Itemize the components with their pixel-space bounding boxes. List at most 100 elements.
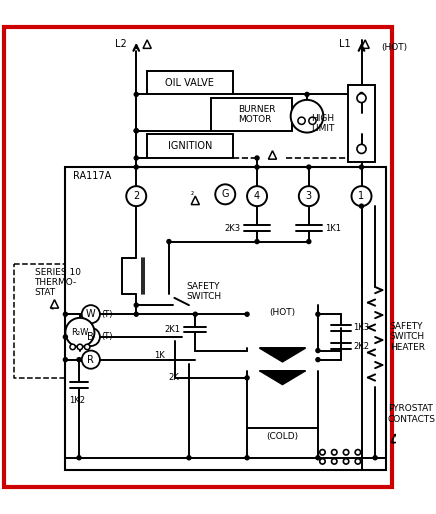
Text: 2K2: 2K2 xyxy=(353,341,369,351)
Text: PYROSTAT
CONTACTS: PYROSTAT CONTACTS xyxy=(388,405,436,424)
Circle shape xyxy=(63,311,68,317)
Text: 1K1: 1K1 xyxy=(325,224,341,233)
Circle shape xyxy=(244,311,250,317)
Polygon shape xyxy=(260,348,305,362)
Circle shape xyxy=(299,186,319,206)
Circle shape xyxy=(320,450,325,455)
Text: G: G xyxy=(221,189,229,199)
Circle shape xyxy=(244,455,250,461)
Text: OIL VALVE: OIL VALVE xyxy=(165,78,214,87)
Circle shape xyxy=(306,164,312,170)
Text: RA117A: RA117A xyxy=(73,171,111,181)
Circle shape xyxy=(254,164,260,170)
Circle shape xyxy=(63,334,68,340)
Text: ₂: ₂ xyxy=(191,188,194,197)
Circle shape xyxy=(254,155,260,161)
Text: BURNER
MOTOR: BURNER MOTOR xyxy=(238,105,276,124)
Circle shape xyxy=(298,117,305,124)
Text: HIGH
LIMIT: HIGH LIMIT xyxy=(311,114,334,133)
Circle shape xyxy=(306,239,312,244)
Circle shape xyxy=(247,186,267,206)
Text: R: R xyxy=(87,355,94,364)
Circle shape xyxy=(76,357,82,362)
Circle shape xyxy=(215,185,235,205)
Bar xyxy=(147,134,233,158)
Circle shape xyxy=(186,455,192,461)
Circle shape xyxy=(133,128,139,134)
Text: 2K: 2K xyxy=(168,373,179,382)
Text: R₂W: R₂W xyxy=(71,328,89,337)
Circle shape xyxy=(82,351,100,369)
Circle shape xyxy=(315,348,320,353)
Circle shape xyxy=(309,117,316,124)
Text: (T): (T) xyxy=(102,333,113,341)
Text: (T): (T) xyxy=(102,310,113,319)
Text: ₃: ₃ xyxy=(51,305,53,311)
Circle shape xyxy=(315,357,320,362)
Text: IGNITION: IGNITION xyxy=(168,141,212,151)
Circle shape xyxy=(77,344,83,350)
Circle shape xyxy=(331,450,337,455)
Circle shape xyxy=(133,311,139,317)
Text: (HOT): (HOT) xyxy=(382,43,408,52)
Circle shape xyxy=(351,186,371,206)
Circle shape xyxy=(355,450,361,455)
Text: L1: L1 xyxy=(339,39,351,48)
Circle shape xyxy=(244,375,250,380)
Circle shape xyxy=(70,344,75,350)
Circle shape xyxy=(359,204,364,209)
Bar xyxy=(147,71,233,95)
Text: W: W xyxy=(86,309,95,319)
Text: (HOT): (HOT) xyxy=(269,308,296,317)
Circle shape xyxy=(133,302,139,308)
Circle shape xyxy=(166,239,172,244)
Text: B: B xyxy=(88,332,94,342)
Text: ₄: ₄ xyxy=(392,439,395,445)
Circle shape xyxy=(133,155,139,161)
Bar xyxy=(65,167,386,470)
Circle shape xyxy=(82,305,100,323)
Circle shape xyxy=(372,455,378,461)
Circle shape xyxy=(82,328,100,346)
Polygon shape xyxy=(260,371,305,384)
Circle shape xyxy=(254,239,260,244)
Circle shape xyxy=(359,164,364,170)
Circle shape xyxy=(291,100,324,133)
Circle shape xyxy=(343,458,349,464)
Circle shape xyxy=(359,91,364,97)
Circle shape xyxy=(193,311,198,317)
Text: SERIES 10
THERMO-
STAT: SERIES 10 THERMO- STAT xyxy=(34,267,81,297)
Circle shape xyxy=(63,357,68,362)
Text: SAFETY
SWITCH: SAFETY SWITCH xyxy=(186,282,221,301)
Circle shape xyxy=(133,91,139,97)
Text: 4: 4 xyxy=(254,191,260,201)
Bar xyxy=(211,98,293,131)
Text: 1: 1 xyxy=(358,191,364,201)
Circle shape xyxy=(126,186,146,206)
Text: (COLD): (COLD) xyxy=(266,432,299,442)
Text: 2: 2 xyxy=(133,191,140,201)
Circle shape xyxy=(133,164,139,170)
Circle shape xyxy=(343,450,349,455)
Circle shape xyxy=(76,455,82,461)
Text: L2: L2 xyxy=(116,39,127,48)
Circle shape xyxy=(357,94,366,103)
Circle shape xyxy=(85,344,90,350)
Text: SAFETY
SWITCH
HEATER: SAFETY SWITCH HEATER xyxy=(390,322,425,352)
Circle shape xyxy=(355,458,361,464)
Text: 1K: 1K xyxy=(154,351,165,360)
Circle shape xyxy=(304,91,310,97)
Circle shape xyxy=(133,128,139,134)
Circle shape xyxy=(315,311,320,317)
Text: 1K3: 1K3 xyxy=(353,323,369,333)
Text: 1K2: 1K2 xyxy=(69,396,85,405)
Text: 2K3: 2K3 xyxy=(225,224,241,233)
Text: 3: 3 xyxy=(306,191,312,201)
Circle shape xyxy=(65,318,95,347)
Bar xyxy=(348,85,375,161)
Circle shape xyxy=(315,455,320,461)
Circle shape xyxy=(357,144,366,154)
Text: 2K1: 2K1 xyxy=(165,325,181,334)
Circle shape xyxy=(331,458,337,464)
Circle shape xyxy=(320,458,325,464)
